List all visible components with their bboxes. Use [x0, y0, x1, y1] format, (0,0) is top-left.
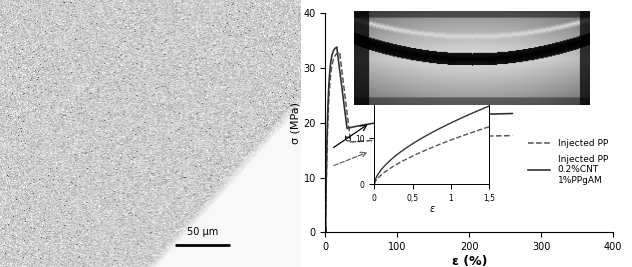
Injected PP
0.2%CNT
1%PPgAM [410, 117, 417, 120]
Injected PP [336, 51, 344, 54]
Injected PP
0.2%CNT
1%PPgAM [324, 130, 331, 134]
Injected PP [322, 175, 330, 179]
Injected PP [332, 53, 340, 56]
Injected PP [322, 231, 329, 234]
Injected PP
0.2%CNT
1%PPgAM [394, 118, 402, 121]
Injected PP [338, 68, 346, 71]
Legend: Injected PP, Injected PP
0.2%CNT
1%PPgAM: Injected PP, Injected PP 0.2%CNT 1%PPgAM [524, 135, 611, 188]
Injected PP
0.2%CNT
1%PPgAM [337, 75, 344, 78]
Line: Injected PP
0.2%CNT
1%PPgAM: Injected PP 0.2%CNT 1%PPgAM [325, 47, 513, 232]
X-axis label: ε (%): ε (%) [451, 255, 487, 267]
Injected PP [445, 135, 453, 139]
Injected PP
0.2%CNT
1%PPgAM [509, 112, 516, 115]
Y-axis label: σ (MPa): σ (MPa) [291, 102, 301, 144]
Injected PP
0.2%CNT
1%PPgAM [333, 45, 341, 49]
Injected PP
0.2%CNT
1%PPgAM [409, 117, 416, 120]
Injected PP
0.2%CNT
1%PPgAM [454, 114, 462, 117]
Injected PP [461, 135, 468, 138]
Injected PP
0.2%CNT
1%PPgAM [322, 231, 329, 234]
Text: 50 μm: 50 μm [187, 227, 218, 237]
Injected PP [509, 134, 516, 137]
Injected PP [372, 139, 379, 142]
Line: Injected PP: Injected PP [325, 52, 513, 232]
